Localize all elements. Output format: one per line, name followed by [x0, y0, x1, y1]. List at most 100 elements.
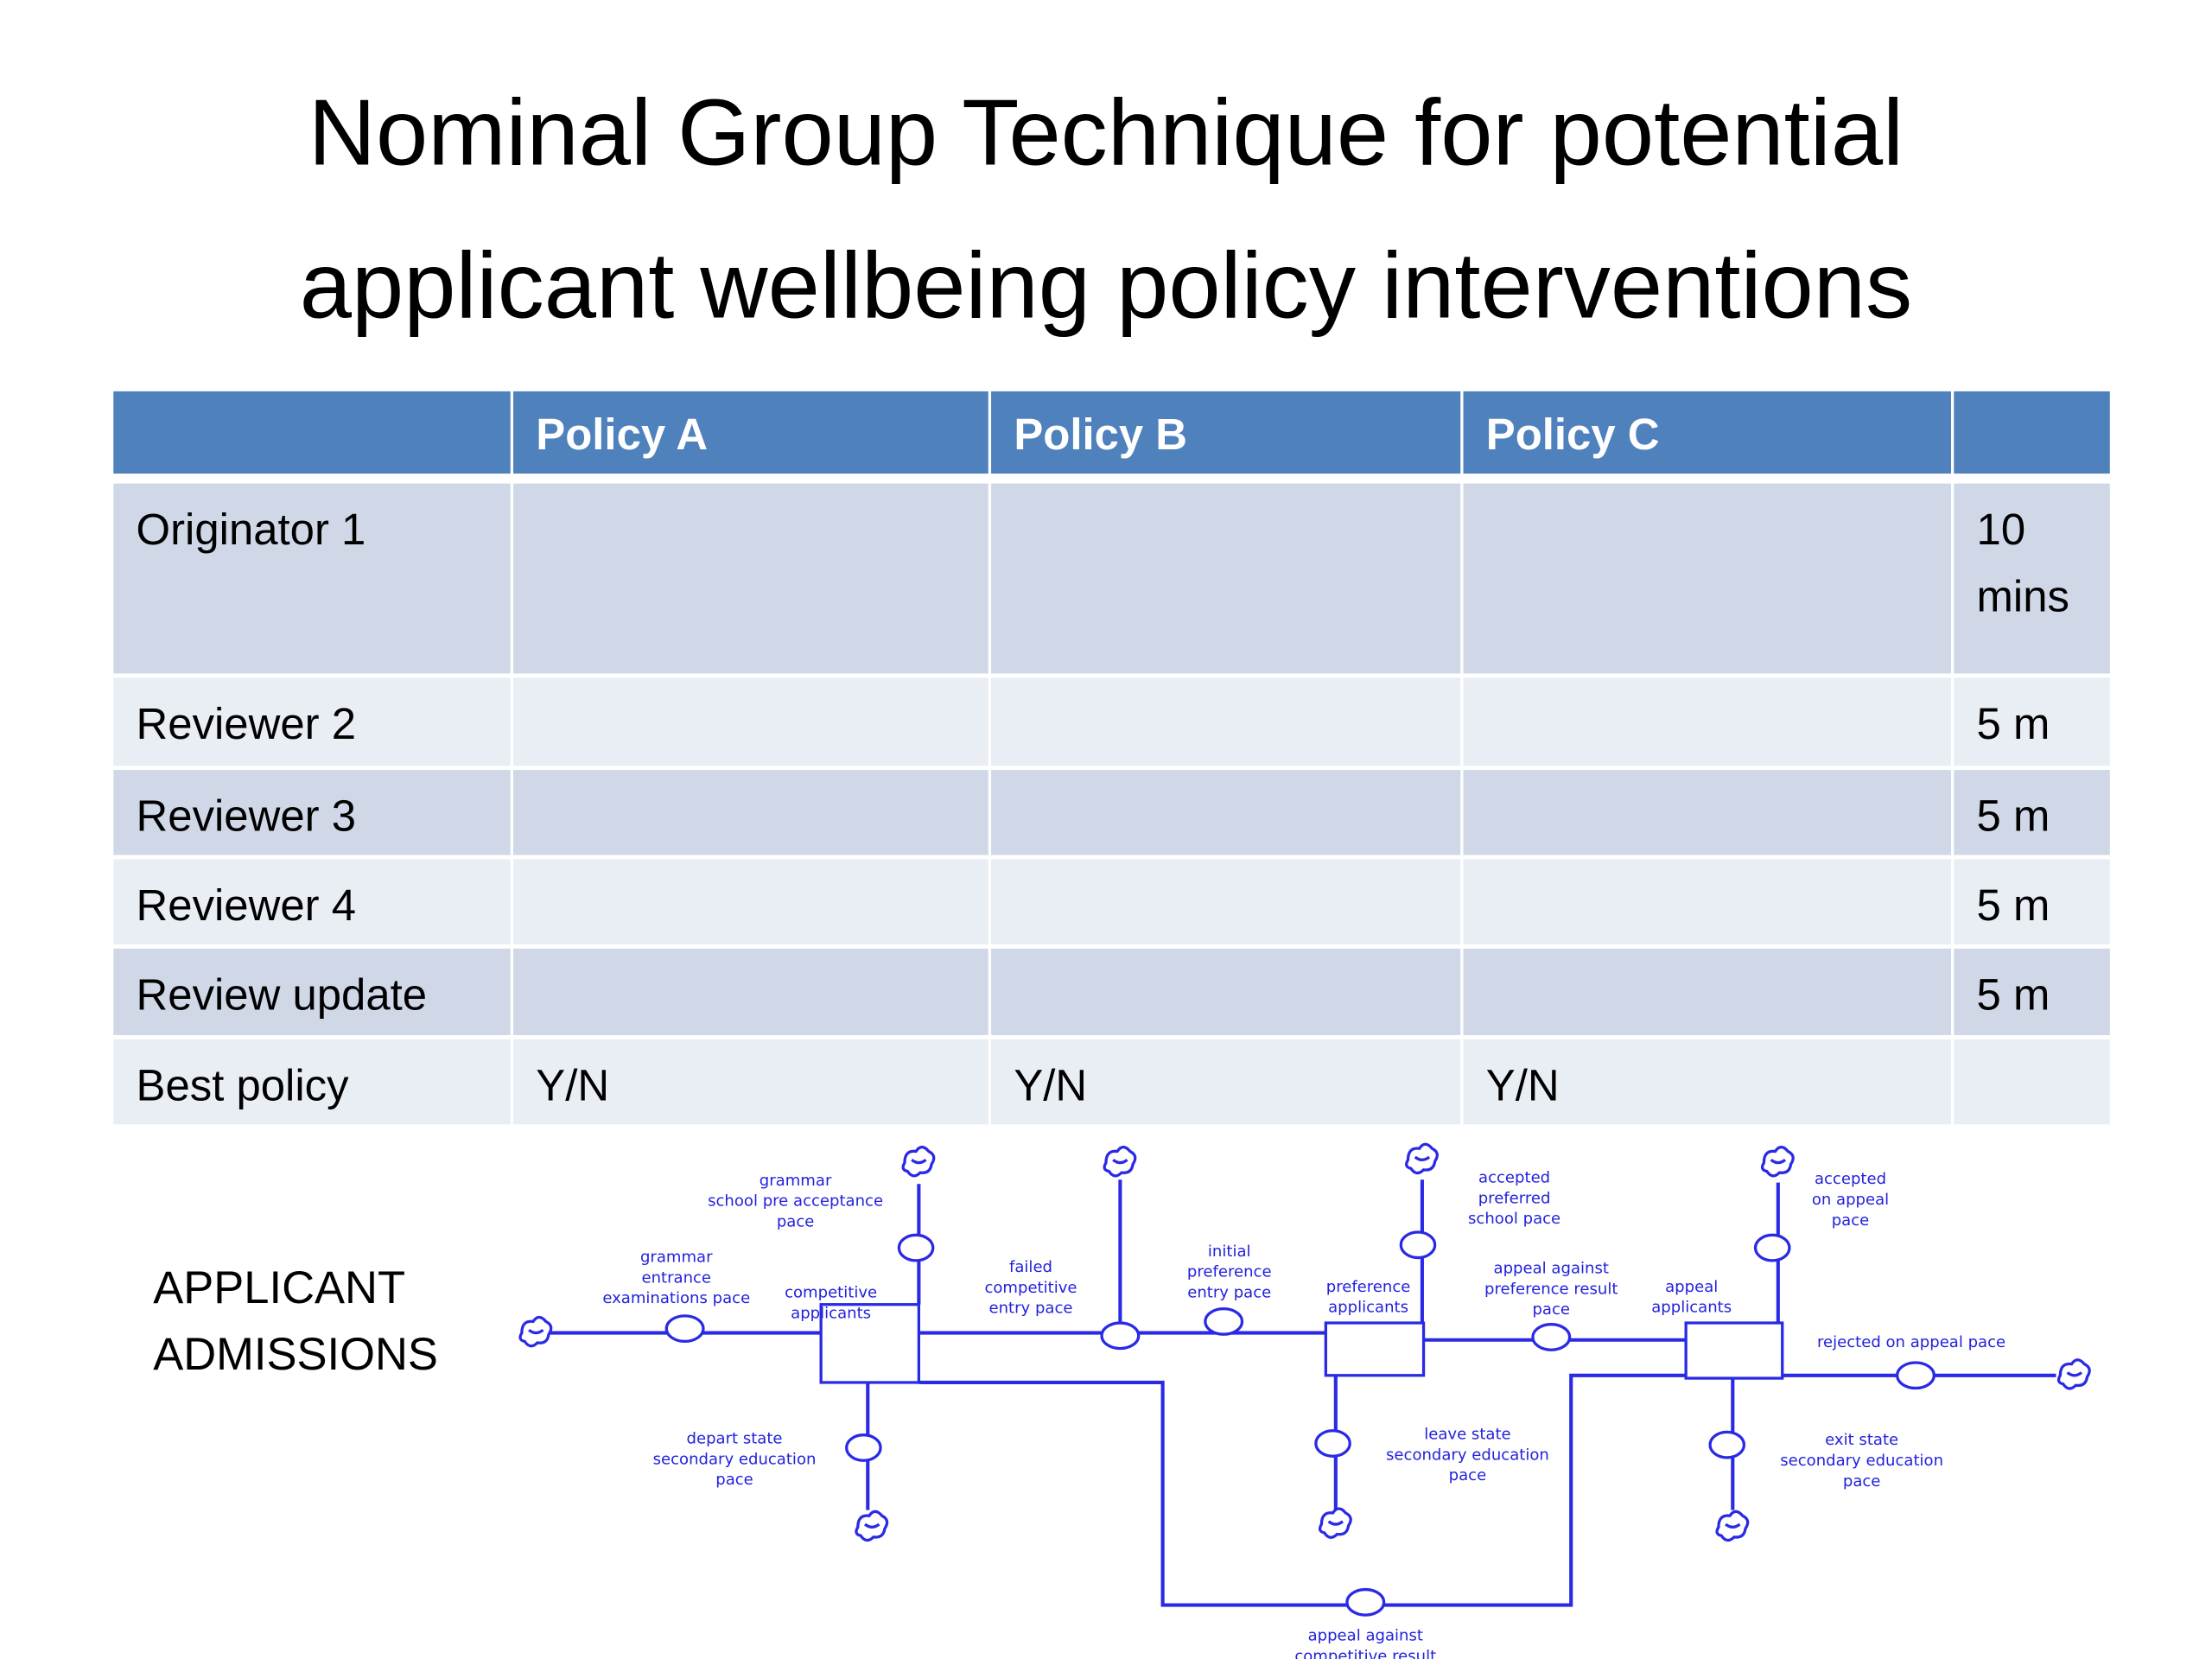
- header-cell: Policy C: [1463, 391, 1952, 474]
- label-line: competitive: [984, 1279, 1077, 1297]
- header-cell: Policy A: [513, 391, 988, 474]
- flow-label: appeal against competitive result: [1294, 1627, 1436, 1659]
- clouds: [518, 1142, 2091, 1542]
- flow-label: depart state secondary education pace: [653, 1430, 817, 1490]
- table-cell: [513, 770, 988, 855]
- label-line: accepted: [1478, 1169, 1550, 1187]
- label-line: rejected on appeal pace: [1817, 1333, 2005, 1351]
- flow-label: preference applicants: [1326, 1278, 1411, 1317]
- table-cell: [513, 859, 988, 944]
- label-line: preference result: [1484, 1280, 1618, 1298]
- label-line: secondary education: [1780, 1452, 1943, 1470]
- table-cell: Y/N: [991, 1039, 1461, 1125]
- time-cell: [1954, 1039, 2110, 1125]
- time-cell: 10 mins: [1954, 483, 2110, 674]
- label-line: accepted: [1815, 1170, 1886, 1188]
- label-line: grammar: [640, 1248, 713, 1266]
- cloud: [1103, 1145, 1137, 1178]
- table-cell: [991, 859, 1461, 944]
- row-label: Reviewer 3: [113, 770, 511, 855]
- pipes: [550, 1179, 2056, 1607]
- cloud: [1318, 1507, 1352, 1539]
- flow-label: accepted on appeal pace: [1812, 1170, 1889, 1230]
- flow-label: accepted preferred school pace: [1468, 1169, 1560, 1229]
- cloud: [1760, 1145, 1795, 1178]
- cloud: [1715, 1510, 1750, 1542]
- label-line: appeal against: [1308, 1627, 1423, 1645]
- label-line: on appeal: [1812, 1191, 1889, 1209]
- cloud: [2056, 1358, 2091, 1390]
- label-line: examinations pace: [602, 1289, 750, 1307]
- time-cell: 5 m: [1954, 677, 2110, 766]
- label-line: pace: [1843, 1472, 1881, 1491]
- time-cell: 5 m: [1954, 948, 2110, 1035]
- label-line: failed: [1009, 1258, 1052, 1276]
- table-cell: [991, 677, 1461, 766]
- label-line: preferred: [1478, 1189, 1551, 1207]
- row-label: Reviewer 2: [113, 677, 511, 766]
- flow-label: initial preference entry pace: [1187, 1243, 1272, 1302]
- table-cell: Y/N: [513, 1039, 988, 1125]
- label-line: initial: [1208, 1243, 1251, 1261]
- header-cell: [113, 391, 511, 474]
- label-line: competitive result: [1294, 1647, 1436, 1659]
- diagram-heading: ADMISSIONS: [153, 1328, 438, 1380]
- label-line: secondary education: [653, 1450, 817, 1468]
- flow-label: appeal against preference result pace: [1484, 1260, 1618, 1319]
- label-line: depart state: [687, 1430, 783, 1448]
- cloud: [901, 1145, 936, 1178]
- label-line: leave state: [1424, 1426, 1510, 1444]
- flow-label: appeal applicants: [1651, 1278, 1732, 1317]
- cloud: [518, 1315, 553, 1348]
- label-line: pace: [1532, 1300, 1570, 1319]
- flow-label: grammar school pre acceptance pace: [708, 1172, 883, 1231]
- flow-label: leave state secondary education pace: [1386, 1426, 1549, 1485]
- label-line: applicants: [791, 1304, 871, 1322]
- row-label: Best policy: [113, 1039, 511, 1125]
- label-line: entry pace: [989, 1300, 1073, 1318]
- table-cell: [513, 948, 988, 1035]
- label-line: preference: [1187, 1263, 1272, 1281]
- title-line: applicant wellbeing policy interventions: [299, 232, 1913, 338]
- diagram-heading: APPLICANT: [153, 1262, 406, 1313]
- flow-label: failed competitive entry pace: [984, 1258, 1077, 1318]
- row-label: Reviewer 4: [113, 859, 511, 944]
- time-cell: 5 m: [1954, 770, 2110, 855]
- table-cell: Y/N: [1463, 1039, 1952, 1125]
- table-cell: [991, 948, 1461, 1035]
- label-line: preference: [1326, 1278, 1411, 1296]
- flow-label: rejected on appeal pace: [1817, 1333, 2005, 1351]
- label-line: grammar: [760, 1172, 832, 1190]
- label-line: school pre acceptance: [708, 1192, 883, 1211]
- label-line: appeal: [1665, 1278, 1718, 1296]
- label-line: applicants: [1328, 1299, 1408, 1317]
- flow-label: exit state secondary education pace: [1780, 1431, 1943, 1491]
- table-cell: [513, 483, 988, 674]
- row-label: Review update: [113, 948, 511, 1035]
- flow-label: grammar entrance examinations pace: [602, 1248, 750, 1307]
- time-cell: 5 m: [1954, 859, 2110, 944]
- table-cell: [1463, 770, 1952, 855]
- label-line: entrance: [641, 1268, 711, 1287]
- table-cell: [1463, 859, 1952, 944]
- table-cell: [1463, 483, 1952, 674]
- table-cell: [991, 770, 1461, 855]
- title-line: Nominal Group Technique for potential: [308, 79, 1904, 185]
- label-line: pace: [1449, 1466, 1487, 1484]
- stocks: [819, 1303, 1784, 1384]
- table-cell: [513, 677, 988, 766]
- label-line: pace: [777, 1212, 815, 1230]
- label-line: exit state: [1825, 1431, 1898, 1449]
- header-cell: [1954, 391, 2110, 474]
- cloud: [1405, 1142, 1439, 1175]
- label-line: competitive: [785, 1284, 877, 1302]
- label-line: appeal against: [1494, 1260, 1609, 1278]
- table-cell: [1463, 677, 1952, 766]
- label-line: entry pace: [1187, 1284, 1271, 1302]
- label-line: applicants: [1651, 1299, 1732, 1317]
- cloud: [855, 1510, 889, 1542]
- label-line: school pace: [1468, 1210, 1560, 1228]
